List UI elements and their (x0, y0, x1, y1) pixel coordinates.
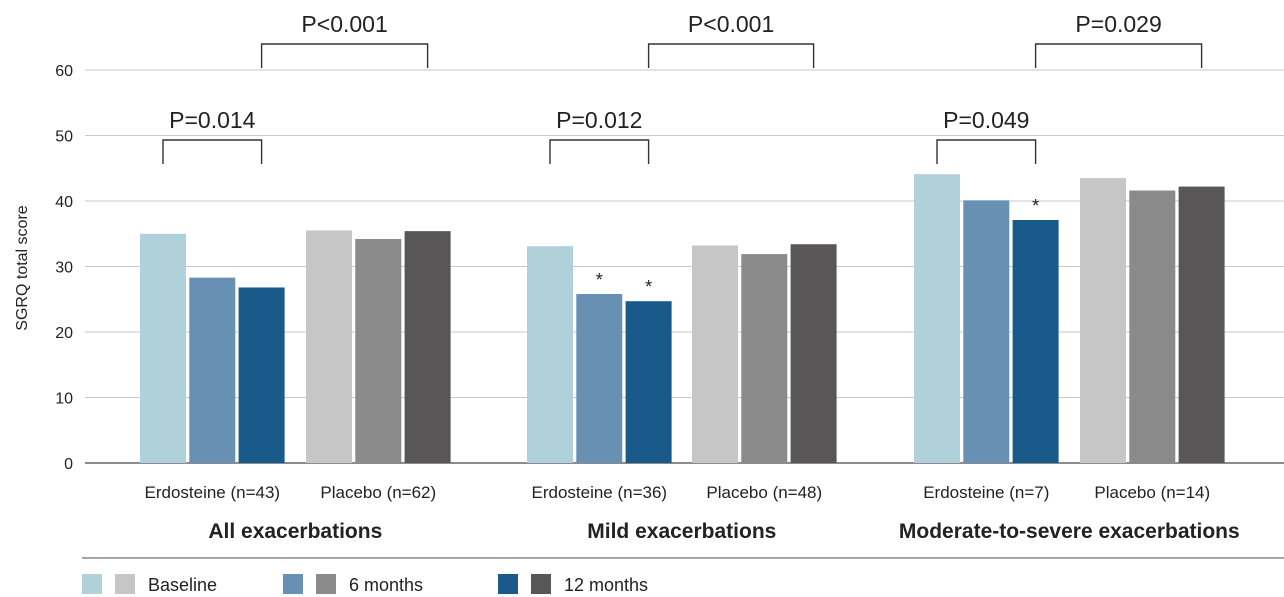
bracket-line (162, 139, 263, 164)
p-value-bracket: P=0.029 (1034, 11, 1203, 68)
p-value-label: P=0.049 (943, 107, 1029, 133)
legend-swatch-placebo (531, 574, 551, 594)
legend-label: Baseline (148, 575, 217, 595)
p-value-bracket: P=0.012 (549, 107, 650, 164)
panel-title: All exacerbations (208, 520, 382, 543)
legend-item: 6 months (283, 574, 423, 595)
significance-star: * (596, 270, 603, 290)
y-axis-label: SGRQ total score (14, 205, 31, 330)
bar-placebo-baseline (306, 230, 352, 463)
y-tick-label: 0 (64, 456, 73, 473)
bracket-line (1034, 43, 1203, 68)
bar-erdosteine-12-months (625, 301, 672, 463)
legend-swatch-placebo (115, 574, 135, 594)
bar-placebo-6-months (355, 238, 402, 463)
bars (140, 174, 1225, 463)
p-value-label: P=0.029 (1075, 11, 1161, 37)
bracket-line (549, 139, 650, 164)
legend-swatch-erdosteine (498, 574, 518, 594)
legend-swatch-placebo (316, 574, 336, 594)
p-value-label: P<0.001 (688, 11, 774, 37)
panel-title: Moderate-to-severe exacerbations (899, 520, 1240, 543)
legend-swatch-erdosteine (82, 574, 102, 594)
p-value-label: P<0.001 (301, 11, 387, 37)
y-tick-label: 40 (55, 194, 73, 211)
bracket-line (647, 43, 815, 68)
p-value-bracket: P=0.049 (936, 107, 1037, 164)
bar-erdosteine-6-months (189, 277, 236, 463)
y-tick-label: 60 (55, 63, 73, 80)
significance-stars: * * * (596, 196, 1039, 297)
y-tick-label: 20 (55, 325, 73, 342)
bracket-line (936, 139, 1037, 164)
p-value-label: P=0.014 (169, 107, 256, 133)
bar-erdosteine-baseline (914, 174, 960, 463)
group-label: Placebo (n=62) (320, 483, 436, 502)
group-labels: Erdosteine (n=43) Placebo (n=62) Erdostein… (144, 483, 1210, 502)
bar-placebo-baseline (1080, 178, 1126, 463)
significance-star: * (1032, 196, 1039, 216)
legend-item: Baseline (82, 574, 217, 595)
bracket-line (260, 43, 429, 68)
p-value-bracket: P<0.001 (260, 11, 429, 68)
legend-swatch-erdosteine (283, 574, 303, 594)
panel-title: Mild exacerbations (587, 520, 776, 543)
legend-item: 12 months (498, 574, 648, 595)
y-tick-label: 50 (55, 129, 73, 146)
y-tick-label: 10 (55, 391, 73, 408)
bar-placebo-12-months (790, 244, 837, 463)
p-value-bracket: P=0.014 (162, 107, 263, 164)
group-label: Erdosteine (n=7) (923, 483, 1049, 502)
legend-label: 6 months (349, 575, 423, 595)
bar-erdosteine-12-months (1012, 219, 1059, 463)
significance-star: * (645, 277, 652, 297)
legend-label: 12 months (564, 575, 648, 595)
legend: Baseline 6 months 12 months (82, 574, 648, 595)
bar-placebo-12-months (404, 231, 451, 463)
bar-erdosteine-12-months (238, 287, 285, 463)
p-value-label: P=0.012 (556, 107, 642, 133)
bar-erdosteine-baseline (140, 233, 186, 463)
bar-erdosteine-6-months (963, 200, 1010, 463)
bar-erdosteine-6-months (576, 294, 623, 463)
bar-placebo-12-months (1178, 186, 1225, 463)
bar-placebo-baseline (692, 245, 738, 463)
y-tick-label: 30 (55, 260, 73, 277)
bar-placebo-6-months (741, 254, 788, 463)
panel-titles: All exacerbations Mild exacerbations Moder… (208, 520, 1239, 543)
group-label: Placebo (n=48) (706, 483, 822, 502)
group-label: Placebo (n=14) (1094, 483, 1210, 502)
group-label: Erdosteine (n=36) (531, 483, 667, 502)
bar-placebo-6-months (1129, 190, 1176, 463)
bar-erdosteine-baseline (527, 246, 573, 463)
p-value-bracket: P<0.001 (647, 11, 815, 68)
group-label: Erdosteine (n=43) (144, 483, 280, 502)
p-value-brackets: P=0.014 P<0.001 P=0.012 P<0.001 P=0.049 P=0.0… (162, 11, 1203, 164)
y-tick-labels: 0 10 20 30 40 50 60 (55, 63, 73, 473)
